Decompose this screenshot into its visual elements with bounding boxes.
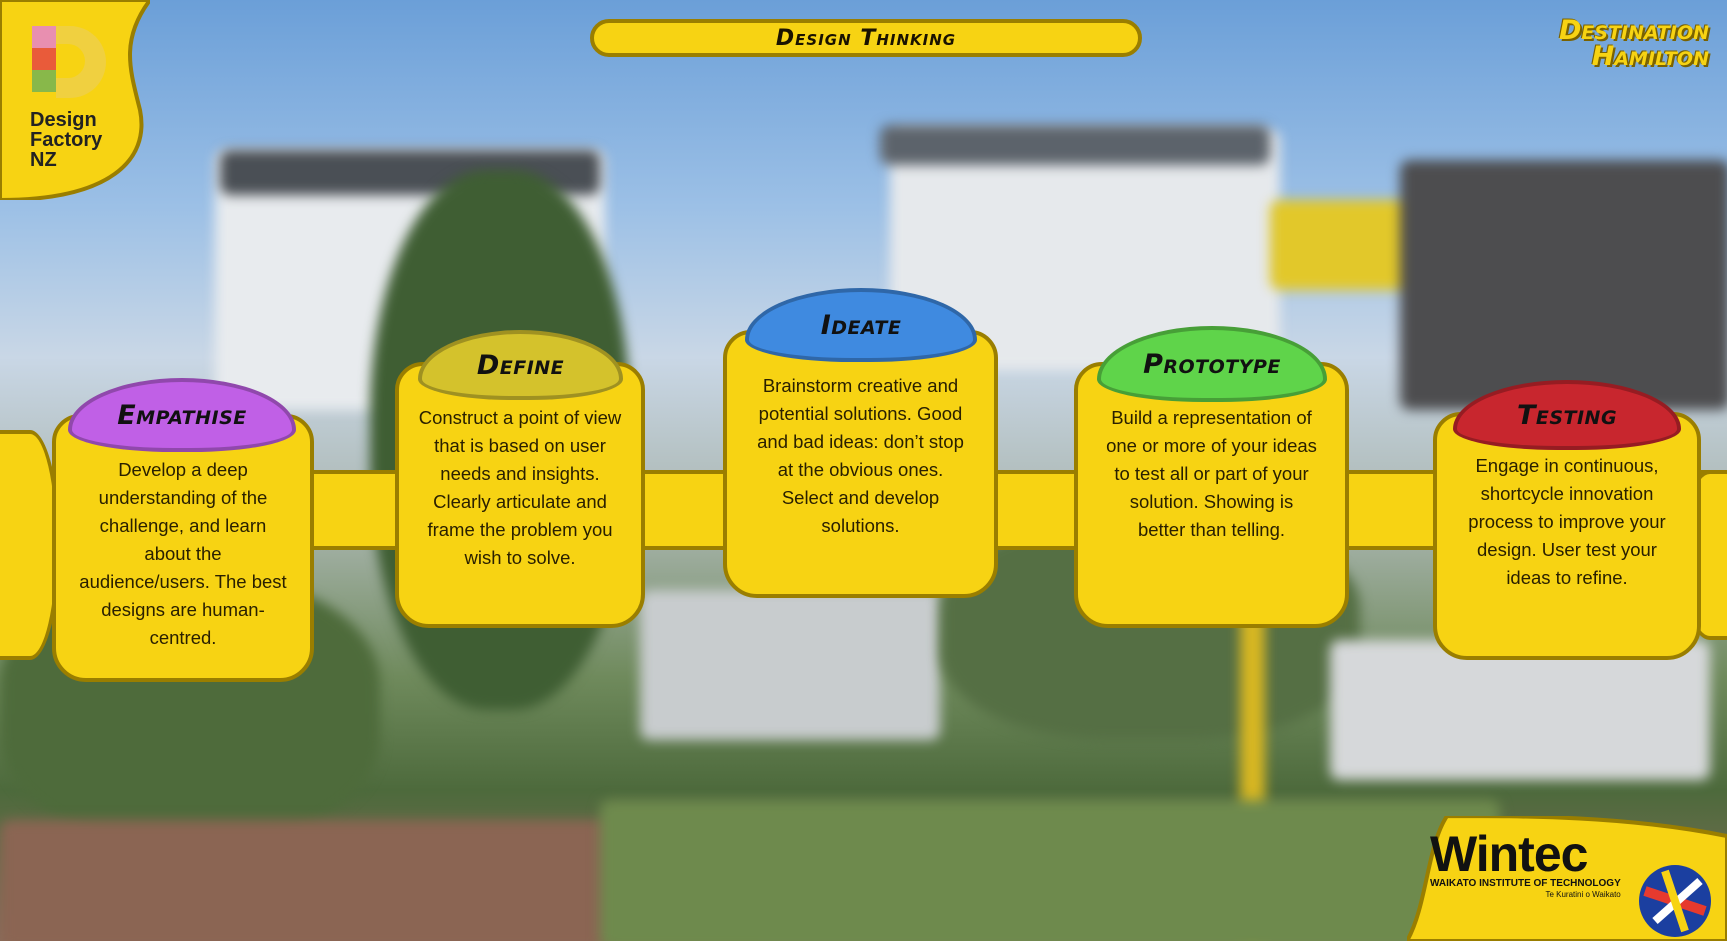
page-title-bar: Design Thinking <box>590 19 1142 57</box>
stage-card-empathise[interactable]: Develop a deep understanding of the chal… <box>52 414 314 682</box>
stage-description: Engage in continuous, shortcycle innovat… <box>1468 455 1666 588</box>
brand-line-1: Destination <box>1559 15 1709 46</box>
stage-title: Prototype <box>1143 348 1281 380</box>
logo-line-1: Design <box>30 109 97 131</box>
stage-card-ideate[interactable]: Brainstorm creative and potential soluti… <box>723 330 998 598</box>
logo-line-2: Factory <box>30 129 103 151</box>
brand-line-2: Hamilton <box>1591 41 1709 72</box>
stage-title: Empathise <box>117 399 247 431</box>
stage-cap-ideate[interactable]: Ideate <box>745 288 977 362</box>
stage-title: Testing <box>1516 399 1618 431</box>
stage-title: Ideate <box>820 309 902 341</box>
wintec-subtitle: WAIKATO INSTITUTE OF TECHNOLOGY <box>1430 878 1621 889</box>
stage-card-prototype[interactable]: Build a representation of one or more of… <box>1074 362 1349 628</box>
stage-description: Develop a deep understanding of the chal… <box>79 459 287 648</box>
stage-card-define[interactable]: Construct a point of view that is based … <box>395 362 645 628</box>
logo-line-3: NZ <box>30 149 57 171</box>
page-title: Design Thinking <box>775 25 957 51</box>
stage-description: Construct a point of view that is based … <box>418 407 622 568</box>
stage-description: Build a representation of one or more of… <box>1106 407 1317 540</box>
stage-title: Define <box>476 349 565 381</box>
wintec-tagline: Te Kuratini o Waikato <box>1545 890 1621 899</box>
stage-description: Brainstorm creative and potential soluti… <box>757 375 964 536</box>
destination-hamilton-logo[interactable]: Destination Hamilton <box>1559 15 1709 72</box>
design-factory-logo[interactable]: Design Factory NZ <box>0 0 153 203</box>
wintec-name: Wintec <box>1430 826 1588 882</box>
stage-card-testing[interactable]: Engage in continuous, shortcycle innovat… <box>1433 412 1701 660</box>
wintec-logo[interactable]: Wintec WAIKATO INSTITUTE OF TECHNOLOGY T… <box>1407 816 1727 941</box>
